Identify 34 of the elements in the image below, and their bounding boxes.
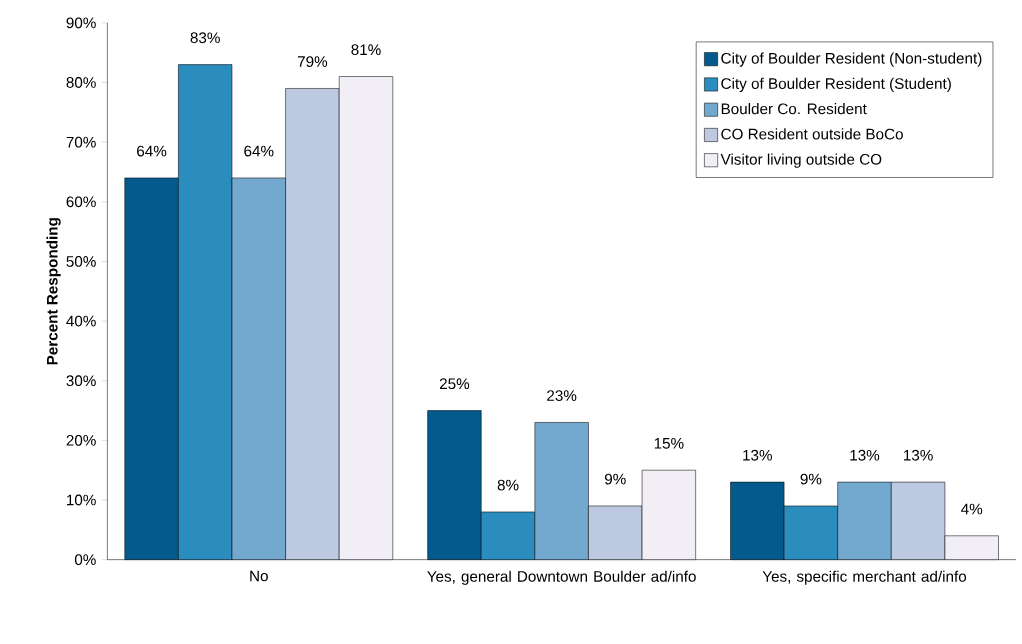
y-tick-label: 30%: [66, 375, 96, 387]
x-tick-label: Yes, specific merchant ad/info: [762, 570, 967, 585]
data-label: 81%: [351, 44, 381, 55]
x-tick-label: Yes, general Downtown Boulder ad/info: [427, 570, 696, 585]
data-label: 9%: [604, 473, 626, 485]
y-tick-label: 70%: [66, 136, 96, 148]
data-label: 9%: [800, 473, 822, 485]
y-tick-label: 10%: [67, 494, 96, 506]
y-tick-label: 40%: [66, 315, 96, 327]
y-tick-label: 80%: [66, 77, 96, 88]
data-label: 64%: [244, 145, 274, 157]
y-tick-label: 50%: [66, 255, 96, 267]
data-label: 4%: [961, 503, 983, 515]
legend-label: City of Boulder Resident (Non-student): [721, 52, 982, 67]
data-label: 8%: [497, 479, 519, 491]
data-label: 83%: [190, 32, 220, 44]
legend-label: City of Boulder Resident (Student): [721, 77, 951, 92]
y-axis-title: Percent Responding: [46, 218, 61, 365]
data-label: 64%: [137, 145, 167, 157]
y-tick-label: 0%: [74, 554, 96, 565]
legend-label: Boulder Co. Resident: [721, 102, 867, 115]
data-label: 13%: [743, 449, 772, 461]
y-tick-label: 90%: [66, 17, 96, 29]
data-label: 25%: [439, 378, 470, 389]
y-tick-label: 20%: [66, 434, 96, 446]
y-tick-label: 60%: [66, 196, 96, 208]
data-label: 23%: [547, 390, 577, 401]
data-label: 13%: [904, 449, 933, 461]
data-label: 13%: [850, 449, 880, 461]
x-tick-label: No: [250, 570, 268, 582]
data-label: 79%: [297, 56, 328, 67]
data-label: 15%: [654, 437, 684, 449]
legend-label: CO Resident outside BoCo: [721, 128, 903, 140]
legend-label: Visitor living outside CO: [720, 153, 882, 168]
